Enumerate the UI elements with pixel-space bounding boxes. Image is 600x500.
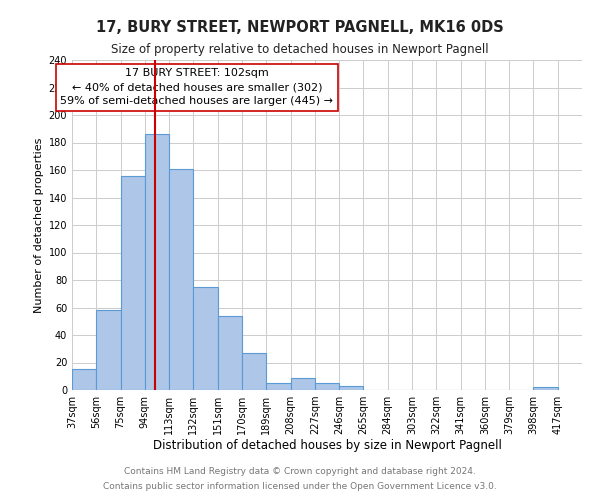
Bar bbox=[121, 176, 145, 390]
Text: 17, BURY STREET, NEWPORT PAGNELL, MK16 0DS: 17, BURY STREET, NEWPORT PAGNELL, MK16 0… bbox=[96, 20, 504, 35]
X-axis label: Distribution of detached houses by size in Newport Pagnell: Distribution of detached houses by size … bbox=[152, 438, 502, 452]
Bar bbox=[533, 387, 558, 390]
Bar bbox=[218, 316, 242, 390]
Bar bbox=[72, 370, 96, 390]
Bar bbox=[290, 378, 315, 390]
Text: 17 BURY STREET: 102sqm
← 40% of detached houses are smaller (302)
59% of semi-de: 17 BURY STREET: 102sqm ← 40% of detached… bbox=[61, 68, 334, 106]
Bar bbox=[315, 383, 339, 390]
Text: Contains HM Land Registry data © Crown copyright and database right 2024.: Contains HM Land Registry data © Crown c… bbox=[124, 467, 476, 476]
Text: Contains public sector information licensed under the Open Government Licence v3: Contains public sector information licen… bbox=[103, 482, 497, 491]
Bar bbox=[96, 310, 121, 390]
Bar bbox=[339, 386, 364, 390]
Bar bbox=[145, 134, 169, 390]
Bar bbox=[169, 168, 193, 390]
Y-axis label: Number of detached properties: Number of detached properties bbox=[34, 138, 44, 312]
Bar bbox=[266, 383, 290, 390]
Text: Size of property relative to detached houses in Newport Pagnell: Size of property relative to detached ho… bbox=[111, 42, 489, 56]
Bar bbox=[193, 287, 218, 390]
Bar bbox=[242, 353, 266, 390]
